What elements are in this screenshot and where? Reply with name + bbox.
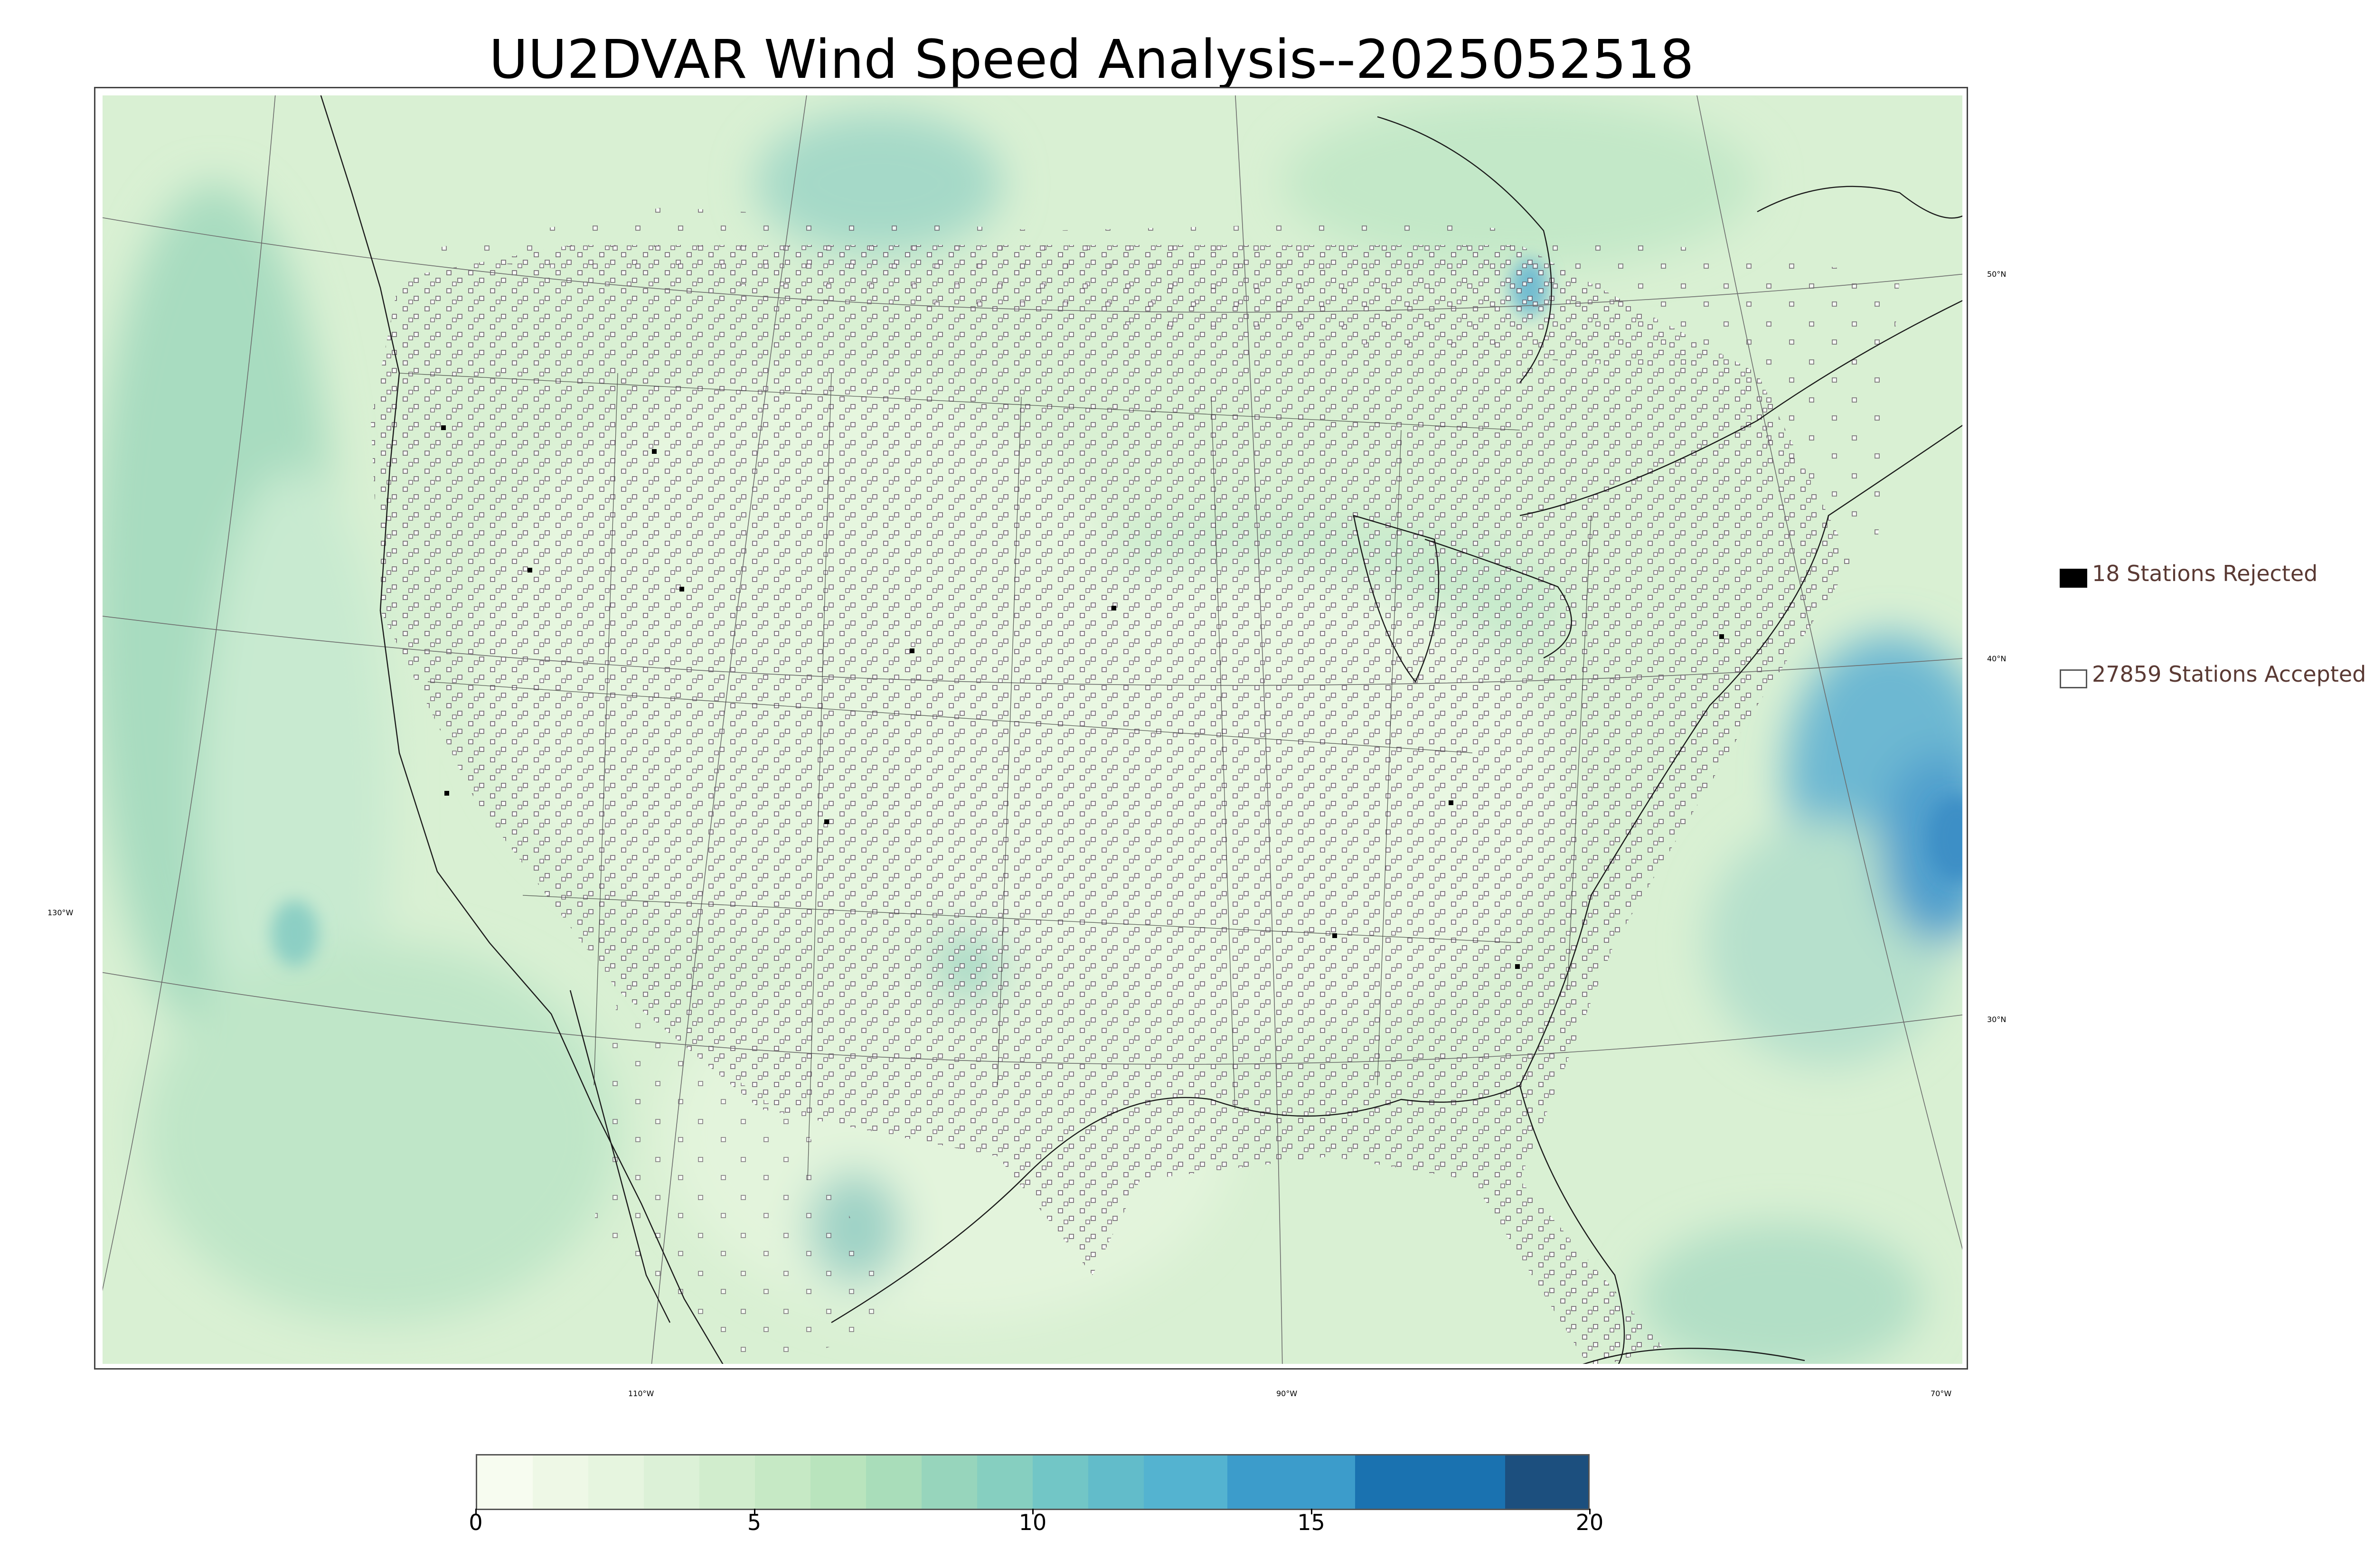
colorbar-segment [1144,1455,1228,1509]
colorbar-segment [1033,1455,1089,1509]
lat-label-50n: 50°N [1987,270,2007,279]
lat-label-30n: 30°N [1987,1015,2007,1024]
colorbar-tick-mark [754,1509,755,1514]
colorbar-tick-label: 20 [1575,1510,1604,1535]
colorbar-segment [699,1455,755,1509]
rejected-swatch [2060,569,2087,588]
colorbar-segment [533,1455,589,1509]
lat-label-40n: 40°N [1987,654,2007,663]
wind-speed-map [94,87,1968,1370]
colorbar-tick-label: 5 [747,1510,762,1535]
lon-label-130w: 130°W [47,908,74,917]
colorbar-tick-label: 0 [469,1510,483,1535]
colorbar-segment [1227,1455,1356,1509]
colorbar-tick-mark [1032,1509,1034,1514]
accepted-swatch [2060,669,2087,688]
map-title: UU2DVAR Wind Speed Analysis--2025052518 [489,29,1694,91]
coastlines [320,95,1962,1364]
colorbar-segment [922,1455,978,1509]
lon-label-110w: 110°W [628,1389,654,1398]
colorbar-segment [1088,1455,1144,1509]
colorbar-tick-label: 10 [1018,1510,1047,1535]
rejected-label: 18 Stations Rejected [2092,561,2318,586]
map-canvas [103,95,1962,1364]
colorbar-tick-mark [475,1509,477,1514]
colorbar-segment [755,1455,811,1509]
colorbar-segment [866,1455,922,1509]
colorbar-segment [588,1455,644,1509]
colorbar-tick-label: 15 [1297,1510,1325,1535]
colorbar-segment [1355,1455,1506,1509]
colorbar-tick-mark [1310,1509,1312,1514]
lon-label-70w: 70°W [1931,1389,1952,1398]
colorbar-segment [644,1455,700,1509]
colorbar-segment [810,1455,867,1509]
state-borders [399,373,1592,1181]
colorbar-segment [977,1455,1033,1509]
graticule [103,95,1962,1364]
colorbar-segment [1505,1455,1588,1509]
lon-label-90w: 90°W [1276,1389,1298,1398]
colorbar-segment [477,1455,533,1509]
colorbar [476,1454,1590,1510]
accepted-label: 27859 Stations Accepted [2092,661,2366,687]
colorbar-tick-mark [1589,1509,1591,1514]
rejected-station-markers [441,425,1724,969]
